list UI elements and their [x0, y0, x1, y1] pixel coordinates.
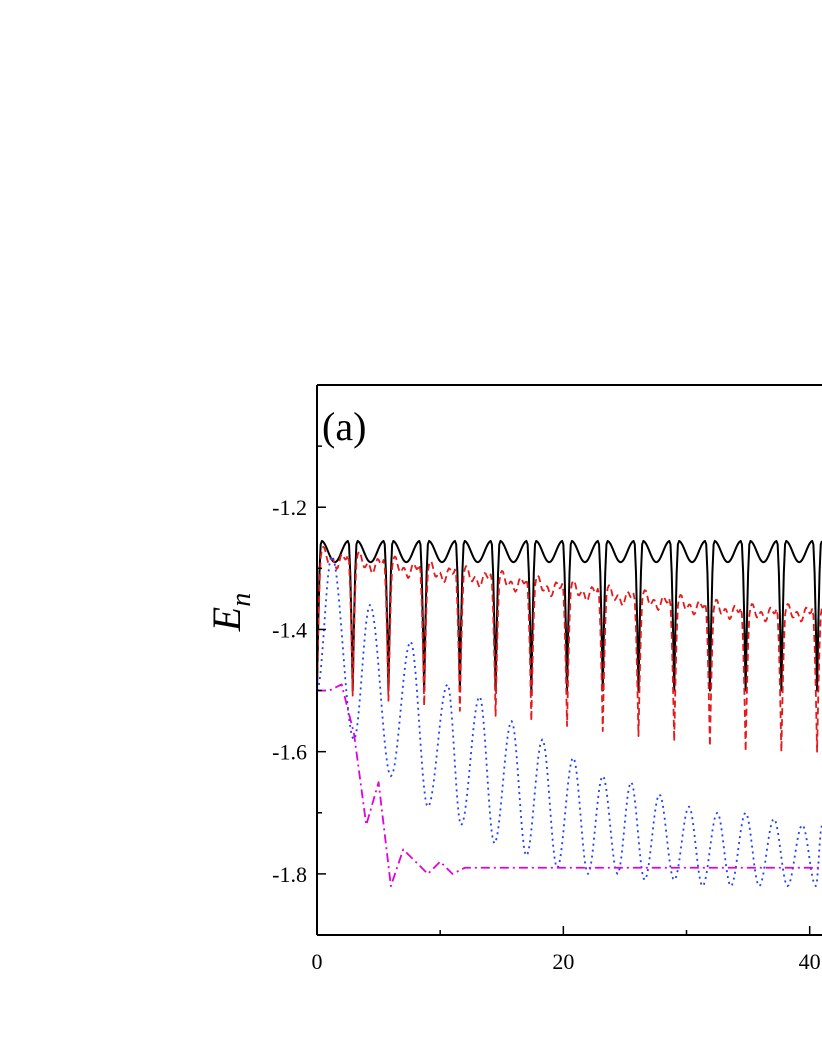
y-tick-label: -1.2: [272, 495, 307, 520]
series-solid-line: [317, 539, 822, 692]
series-dotted-line: [317, 555, 822, 888]
plot-area: [317, 539, 822, 888]
y-axis-label-main: E: [204, 607, 249, 632]
y-axis-label: En: [204, 593, 257, 632]
x-tick-label: 40: [799, 949, 821, 974]
y-tick-label: -1.6: [272, 740, 307, 765]
y-tick-label: -1.8: [272, 862, 307, 887]
x-tick-label: 20: [552, 949, 574, 974]
panel-label: (a): [322, 404, 366, 449]
y-tick-label: -1.4: [272, 617, 307, 642]
y-axis-label-sub: n: [226, 593, 257, 607]
axes: -1.2 -1.4 -1.6 -1.8 0 20 40: [272, 384, 822, 974]
series-dashed-line: [317, 546, 822, 753]
x-tick-label: 0: [312, 949, 323, 974]
